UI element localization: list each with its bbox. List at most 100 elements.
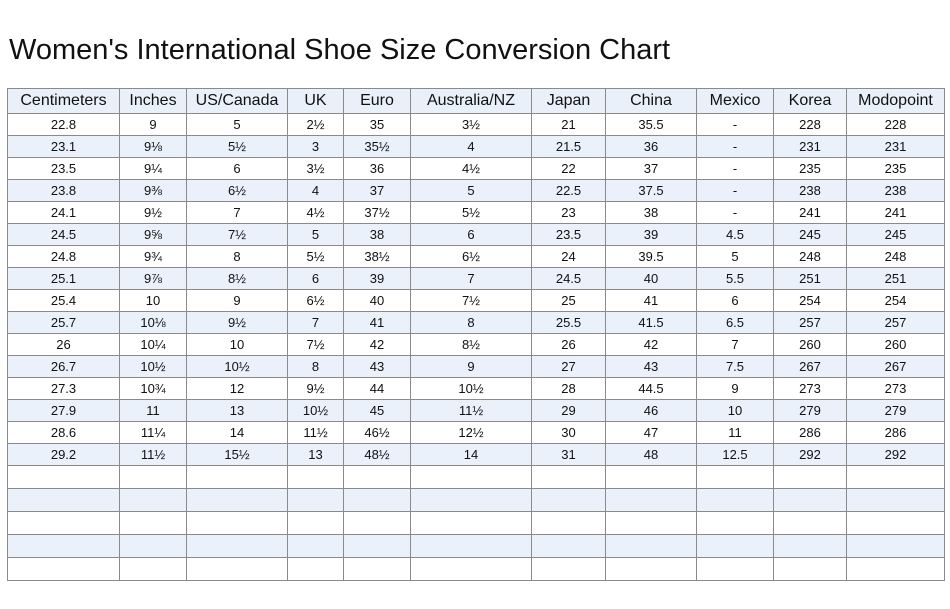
table-cell: 9⅝ — [119, 223, 187, 246]
table-cell: 4.5 — [696, 223, 774, 246]
header-cell: Mexico — [696, 88, 774, 114]
empty-cell — [119, 488, 187, 512]
table-cell: 24 — [531, 245, 606, 268]
empty-cell — [410, 511, 532, 535]
table-cell: 9½ — [119, 201, 187, 224]
title: Women's International Shoe Size Conversi… — [9, 34, 671, 66]
empty-cell — [696, 534, 774, 558]
table-row: 28.6 11¼ 14 11½ 46½ 12½ 30 47 11 286 286 — [7, 421, 945, 444]
table-cell: 44 — [343, 377, 411, 400]
table-cell: 6 — [186, 157, 288, 180]
table-row: 25.7 10⅛ 9½ 7 41 8 25.5 41.5 6.5 257 257 — [7, 311, 945, 334]
table-cell: 48½ — [343, 443, 411, 466]
table-cell: 286 — [846, 421, 945, 444]
empty-cell — [119, 557, 187, 581]
table-cell: 6½ — [186, 179, 288, 202]
table-cell: 3 — [287, 135, 344, 158]
table-cell: 21 — [531, 113, 606, 136]
table-cell: - — [696, 113, 774, 136]
empty-row — [7, 534, 945, 558]
table-cell: 8 — [186, 245, 288, 268]
table-row: 23.1 9⅛ 5½ 3 35½ 4 21.5 36-231 231 — [7, 135, 945, 158]
table-cell: 8½ — [186, 267, 288, 290]
table-cell: 7½ — [186, 223, 288, 246]
table-cell: 14 — [410, 443, 532, 466]
table-cell: 23.5 — [531, 223, 606, 246]
header-cell: Korea — [773, 88, 847, 114]
empty-row — [7, 557, 945, 581]
table-row: 24.5 9⅝ 7½ 5 38 6 23.5 39 4.5 245 245 — [7, 223, 945, 246]
table-cell: 228 — [846, 113, 945, 136]
table-cell: 9⅜ — [119, 179, 187, 202]
empty-cell — [846, 534, 945, 558]
table-cell: 11½ — [119, 443, 187, 466]
table-cell: 6.5 — [696, 311, 774, 334]
empty-cell — [119, 465, 187, 489]
empty-cell — [531, 534, 606, 558]
empty-cell — [186, 465, 288, 489]
empty-cell — [410, 534, 532, 558]
table-cell: 238 — [846, 179, 945, 202]
table-cell: 3½ — [410, 113, 532, 136]
empty-cell — [7, 465, 120, 489]
header-cell: US/Canada — [186, 88, 288, 114]
empty-cell — [287, 488, 344, 512]
table-cell: 9 — [410, 355, 532, 378]
table-cell: 43 — [343, 355, 411, 378]
table-row: 26 10¼ 10 7½ 42 8½ 26 42 7 260 260 — [7, 333, 945, 356]
table-cell: 235 — [773, 157, 847, 180]
table-cell: 6 — [287, 267, 344, 290]
table-cell: 273 — [773, 377, 847, 400]
empty-cell — [773, 465, 847, 489]
table-cell: 5½ — [410, 201, 532, 224]
table-row: 26.7 10½ 10½ 8 43 9 27 43 7.5 267 267 — [7, 355, 945, 378]
table-cell: 23.8 — [7, 179, 120, 202]
table-row: 27.9 11 13 10½ 45 11½ 29 46 10 279 279 — [7, 399, 945, 422]
table-cell: 15½ — [186, 443, 288, 466]
table-cell: 7 — [287, 311, 344, 334]
empty-cell — [773, 534, 847, 558]
table-cell: 42 — [343, 333, 411, 356]
table-cell: 9½ — [287, 377, 344, 400]
table-cell: 273 — [846, 377, 945, 400]
table-cell: 23 — [531, 201, 606, 224]
empty-cell — [773, 511, 847, 535]
table-cell: 7½ — [287, 333, 344, 356]
empty-cell — [287, 557, 344, 581]
header-cell: UK — [287, 88, 344, 114]
table-cell: 39 — [343, 267, 411, 290]
table-cell: 41 — [343, 311, 411, 334]
table-cell: 8½ — [410, 333, 532, 356]
table-cell: 6 — [410, 223, 532, 246]
table-cell: 248 — [773, 245, 847, 268]
table-cell: 38½ — [343, 245, 411, 268]
table-cell: 4½ — [410, 157, 532, 180]
table-cell: 35.5 — [605, 113, 697, 136]
table-cell: 7 — [410, 267, 532, 290]
table-cell: 231 — [773, 135, 847, 158]
table-cell: 10¼ — [119, 333, 187, 356]
empty-cell — [343, 488, 411, 512]
table-cell: 254 — [773, 289, 847, 312]
header-cell: Japan — [531, 88, 606, 114]
size-table: Centimeters Inches US/Canada UK Euro Australi… — [7, 88, 945, 581]
table-row: 23.8 9⅜ 6½ 4 37 5 22.5 37.5-238 238 — [7, 179, 945, 202]
empty-cell — [846, 557, 945, 581]
table-cell: 14 — [186, 421, 288, 444]
table-cell: 248 — [846, 245, 945, 268]
table-body: 22.8 9 5 2½ 35 3½ 21 35.5-228 228 23.1 9⅛ 5½ 3 35½ 4 21… — [7, 113, 945, 581]
empty-cell — [531, 557, 606, 581]
empty-row — [7, 488, 945, 512]
table-cell: 24.1 — [7, 201, 120, 224]
empty-cell — [605, 557, 697, 581]
header-cell: Euro — [343, 88, 411, 114]
table-cell: 5½ — [186, 135, 288, 158]
empty-cell — [846, 511, 945, 535]
table-cell: 10½ — [287, 399, 344, 422]
table-cell: 254 — [846, 289, 945, 312]
table-cell: 5 — [696, 245, 774, 268]
table-cell: 25 — [531, 289, 606, 312]
table-cell: 9¼ — [119, 157, 187, 180]
table-cell: 10 — [696, 399, 774, 422]
table-cell: 48 — [605, 443, 697, 466]
